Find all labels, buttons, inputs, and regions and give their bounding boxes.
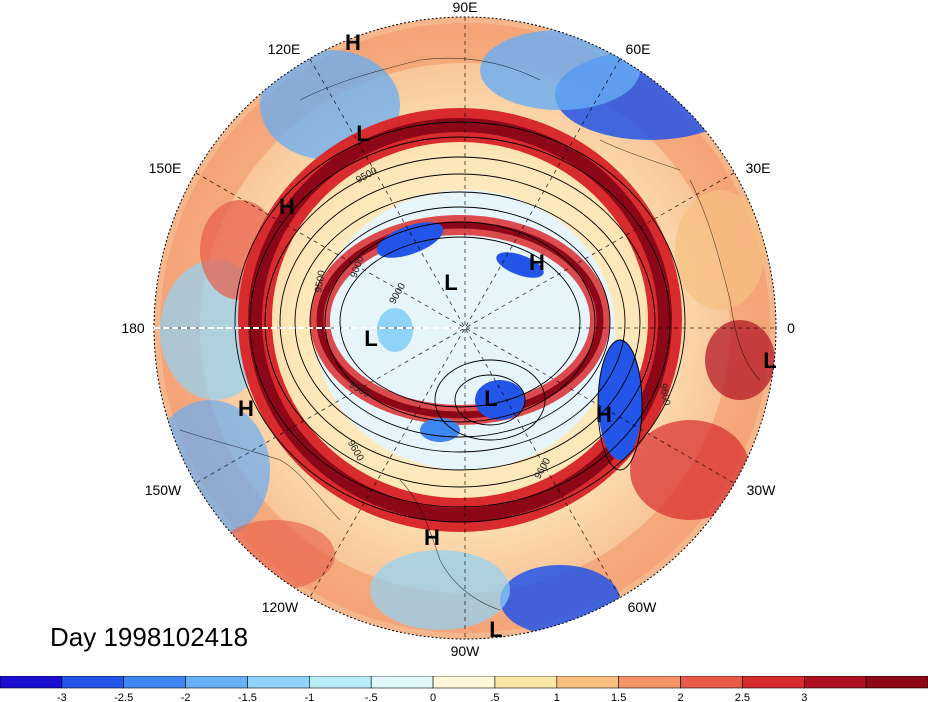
longitude-label: 0: [787, 320, 795, 336]
colorbar-tick-label: -.5: [365, 692, 378, 702]
contour-value-label: 9500: [313, 269, 328, 293]
colorbar-swatch: [494, 676, 558, 689]
pressure-system-label: H: [596, 402, 612, 427]
colorbar-boxes: [0, 676, 928, 689]
contour-value-label: 9600: [657, 383, 672, 407]
pressure-system-label: H: [238, 396, 254, 421]
pressure-system-label: L: [444, 270, 457, 295]
pressure-system-labels: H L H L H L L H H L H L: [238, 30, 777, 642]
colorbar-swatch: [803, 676, 867, 689]
anomaly-field: [154, 17, 776, 639]
longitude-label: 120W: [262, 599, 299, 615]
colorbar-tick-label: 3: [801, 692, 807, 702]
pressure-system-label: L: [484, 386, 497, 411]
pressure-system-label: L: [356, 121, 369, 146]
longitude-label: 60E: [626, 41, 651, 57]
colorbar: -3 -2.5 -2 -1.5 -1 -.5 0 .5 1 1.5 2 2.5 3: [0, 676, 928, 702]
pressure-system-label: L: [364, 326, 377, 351]
pressure-system-label: H: [529, 250, 545, 275]
colorbar-tick-label: -2: [181, 692, 191, 702]
colorbar-swatch: [61, 676, 125, 689]
colorbar-swatch: [432, 676, 496, 689]
longitude-label: 90E: [453, 0, 478, 15]
colorbar-tick-label: -2.5: [114, 692, 133, 702]
pressure-system-label: H: [424, 525, 440, 550]
longitude-label: 30E: [746, 160, 771, 176]
colorbar-tick-label: 2.5: [735, 692, 750, 702]
colorbar-swatch: [742, 676, 805, 689]
colorbar-tick-label: 2: [677, 692, 683, 702]
longitude-labels: 90E 60E 30E 0 30W 60W 90W 120W 150W 180 150E 120E: [121, 0, 795, 659]
height-contours: [234, 121, 686, 523]
colorbar-swatch: [370, 676, 434, 689]
longitude-label: 60W: [628, 599, 658, 615]
longitude-label: 30W: [747, 482, 777, 498]
polar-map: 90E 60E 30E 0 30W 60W 90W 120W 150W 180 150E 120E H…: [121, 0, 795, 659]
longitude-label: 120E: [268, 41, 301, 57]
pressure-system-label: L: [763, 348, 776, 373]
colorbar-swatch: [556, 676, 619, 689]
longitude-label: 150W: [145, 482, 182, 498]
longitude-label: 90W: [451, 643, 481, 659]
pressure-system-label: H: [279, 194, 295, 219]
coastlines: [179, 57, 761, 611]
colorbar-swatch: [309, 676, 372, 689]
colorbar-tick-label: .5: [490, 692, 499, 702]
colorbar-swatch: [123, 676, 186, 689]
map-title: Day 1998102418: [50, 622, 249, 652]
pressure-system-label: L: [489, 617, 502, 642]
colorbar-swatch: [185, 676, 248, 689]
colorbar-tick-label: 1.5: [611, 692, 626, 702]
colorbar-tick-label: -3: [57, 692, 67, 702]
colorbar-tick-labels: -3 -2.5 -2 -1.5 -1 -.5 0 .5 1 1.5 2 2.5 3: [57, 692, 807, 702]
colorbar-swatch: [618, 676, 681, 689]
colorbar-swatch: [0, 676, 63, 689]
colorbar-tick-label: 1: [554, 692, 560, 702]
longitude-label: 180: [121, 320, 145, 336]
pressure-system-label: H: [345, 30, 361, 55]
colorbar-tick-label: -1: [304, 692, 314, 702]
colorbar-swatch: [865, 676, 928, 689]
colorbar-swatch: [247, 676, 310, 689]
colorbar-swatch: [680, 676, 743, 689]
longitude-label: 150E: [149, 160, 182, 176]
colorbar-tick-label: -1.5: [238, 692, 257, 702]
colorbar-tick-label: 0: [430, 692, 436, 702]
